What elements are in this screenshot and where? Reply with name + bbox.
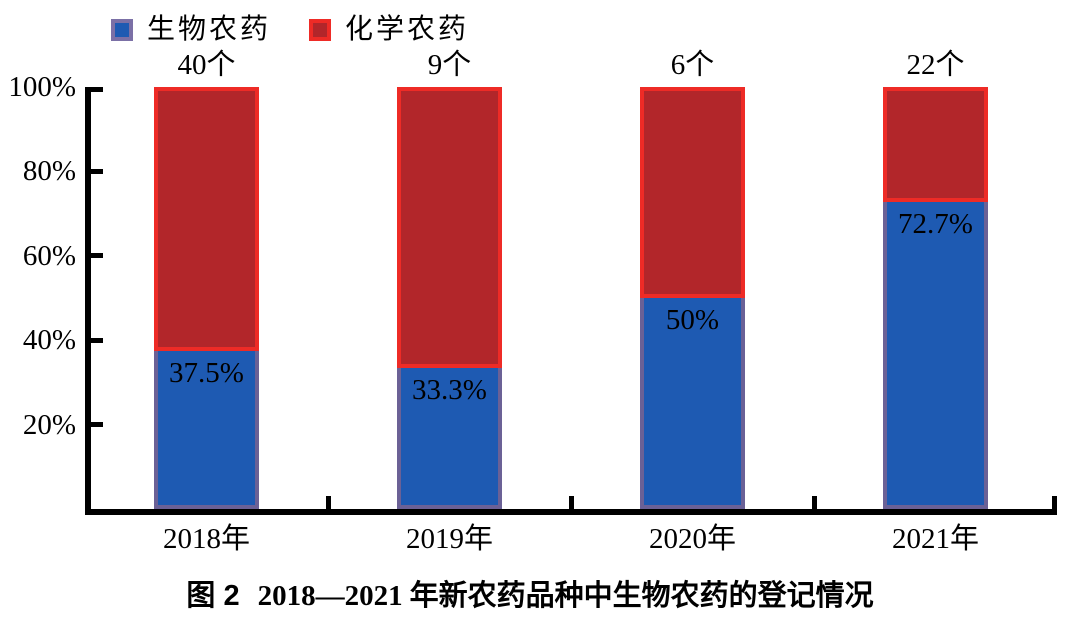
bar-total-count-label: 22个 <box>906 49 965 81</box>
y-axis-tick-label: 20% <box>22 408 76 441</box>
bar-percentage-label: 72.7% <box>898 208 973 240</box>
x-axis-tick <box>1052 496 1057 509</box>
x-axis-line <box>85 509 1057 515</box>
legend-item-chem-pesticide: 化学农药 <box>309 16 469 44</box>
y-axis-tick-label: 40% <box>22 324 76 357</box>
bar-segment-chem-pesticide <box>640 87 745 298</box>
y-axis-tick-label: 60% <box>22 239 76 272</box>
bar-segment-bio-pesticide <box>640 298 745 509</box>
y-axis-line <box>85 87 91 515</box>
legend-label-bio-pesticide: 生物农药 <box>147 14 272 45</box>
y-axis-tick-label: 100% <box>8 71 76 103</box>
legend: 生物农药 化学农药 <box>111 16 469 44</box>
bar-total-count-label: 40个 <box>177 49 236 81</box>
bar-segment-bio-pesticide <box>883 202 988 509</box>
x-axis-category-label: 2020年 <box>648 523 736 555</box>
bar-segment-chem-pesticide <box>397 87 502 368</box>
x-axis-category-label: 2021年 <box>891 523 979 555</box>
bar-total-count-label: 6个 <box>670 49 715 81</box>
y-axis-tick-label: 80% <box>22 155 76 188</box>
y-axis-tick <box>91 168 103 174</box>
y-axis-tick <box>91 422 103 428</box>
bar-segment-chem-pesticide <box>883 87 988 202</box>
x-axis-tick <box>811 496 817 509</box>
legend-label-chem-pesticide: 化学农药 <box>345 14 470 45</box>
bar-percentage-label: 33.3% <box>412 374 487 406</box>
figure-caption: 图 2 2018—2021 年新农药品种中生物农药的登记情况 <box>0 579 1060 613</box>
bar-percentage-label: 50% <box>665 304 720 336</box>
y-axis-tick <box>91 337 103 343</box>
x-axis-category-label: 2018年 <box>162 523 250 555</box>
x-axis-tick <box>568 496 574 509</box>
bar-segment-bio-pesticide <box>397 368 502 509</box>
y-axis-tick <box>91 253 103 259</box>
bar-percentage-label: 37.5% <box>169 357 244 389</box>
bar-segment-bio-pesticide <box>154 351 259 509</box>
legend-swatch-chem-icon <box>309 19 332 41</box>
x-axis-tick <box>325 496 331 509</box>
x-axis-category-label: 2019年 <box>405 523 493 555</box>
legend-swatch-bio-icon <box>111 19 133 41</box>
caption-text: 年新农药品种中生物农药的登记情况 <box>409 580 874 612</box>
caption-figure-number: 图 2 <box>186 580 240 612</box>
caption-year-range: 2018—2021 <box>257 580 403 612</box>
legend-item-bio-pesticide: 生物农药 <box>111 16 271 44</box>
bar-total-count-label: 9个 <box>427 49 472 81</box>
bar-segment-chem-pesticide <box>154 87 259 351</box>
y-axis-tick <box>91 87 103 92</box>
